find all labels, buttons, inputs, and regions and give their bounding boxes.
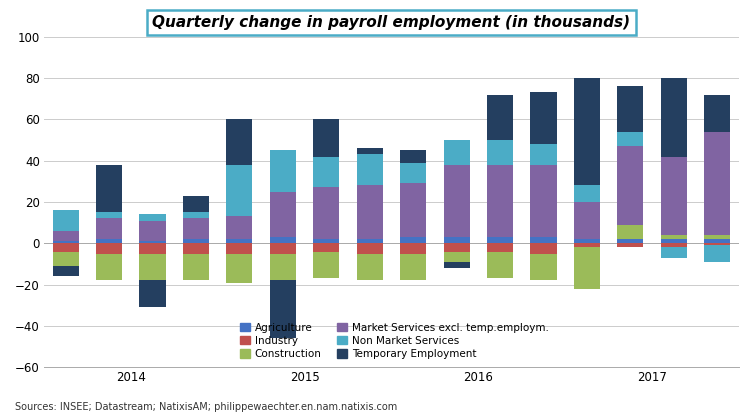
Bar [270,243,296,254]
Bar [618,132,643,146]
Bar [96,212,122,218]
Bar [443,262,470,268]
Bar [661,243,687,248]
Bar [53,243,78,252]
Bar [618,86,643,132]
Bar [53,210,78,231]
Bar [661,239,687,243]
Bar [443,165,470,237]
Bar [183,254,209,280]
Bar [226,254,253,282]
Bar [661,156,687,235]
Bar [357,186,383,239]
Bar [487,140,513,165]
Bar [357,148,383,154]
Text: Sources: INSEE; Datastream; NatixisAM; philippewaechter.en.nam.natixis.com: Sources: INSEE; Datastream; NatixisAM; p… [15,402,397,412]
Bar [443,252,470,262]
Bar [704,132,731,235]
Bar [96,218,122,239]
Bar [487,243,513,252]
Bar [270,237,296,243]
Bar [183,239,209,243]
Bar [400,243,426,254]
Bar [139,254,166,280]
Bar [96,254,122,280]
Bar [270,150,296,192]
Bar [313,156,339,188]
Bar [313,188,339,239]
Bar [661,78,687,156]
Bar [400,254,426,280]
Bar [357,154,383,186]
Bar [531,144,556,165]
Bar [618,243,643,248]
Bar [618,225,643,239]
Bar [574,239,600,243]
Bar [443,140,470,165]
Bar [487,237,513,243]
Bar [226,165,253,216]
Bar [574,248,600,289]
Bar [226,216,253,239]
Bar [704,239,731,243]
Bar [226,239,253,243]
Bar [704,243,731,245]
Bar [313,252,339,278]
Bar [139,241,166,243]
Bar [704,94,731,132]
Bar [487,252,513,278]
Bar [618,146,643,225]
Bar [139,280,166,307]
Bar [53,241,78,243]
Bar [487,165,513,237]
Bar [574,78,600,186]
Bar [574,186,600,202]
Bar [139,243,166,254]
Bar [183,212,209,218]
Title: Quarterly change in payroll employment (in thousands): Quarterly change in payroll employment (… [152,15,630,30]
Bar [531,237,556,243]
Bar [313,243,339,252]
Bar [574,243,600,248]
Bar [139,214,166,220]
Bar [183,196,209,212]
Bar [443,243,470,252]
Bar [574,202,600,239]
Bar [53,266,78,276]
Bar [531,165,556,237]
Bar [357,239,383,243]
Bar [183,243,209,254]
Bar [531,92,556,144]
Bar [704,245,731,262]
Bar [226,119,253,165]
Bar [96,165,122,212]
Bar [618,239,643,243]
Bar [487,94,513,140]
Bar [313,119,339,156]
Bar [270,192,296,237]
Bar [53,231,78,241]
Bar [400,150,426,163]
Bar [270,254,296,280]
Legend: Agriculture, Industry, Construction, Market Services excl. temp.employm., Non Ma: Agriculture, Industry, Construction, Mar… [237,319,552,362]
Bar [96,243,122,254]
Bar [96,239,122,243]
Bar [400,237,426,243]
Bar [270,280,296,338]
Bar [661,235,687,239]
Bar [313,239,339,243]
Bar [357,254,383,280]
Bar [400,163,426,183]
Bar [400,183,426,237]
Bar [531,243,556,254]
Bar [53,252,78,266]
Bar [443,237,470,243]
Bar [183,218,209,239]
Bar [661,248,687,258]
Bar [704,235,731,239]
Bar [357,243,383,254]
Bar [226,243,253,254]
Bar [531,254,556,280]
Bar [139,220,166,241]
